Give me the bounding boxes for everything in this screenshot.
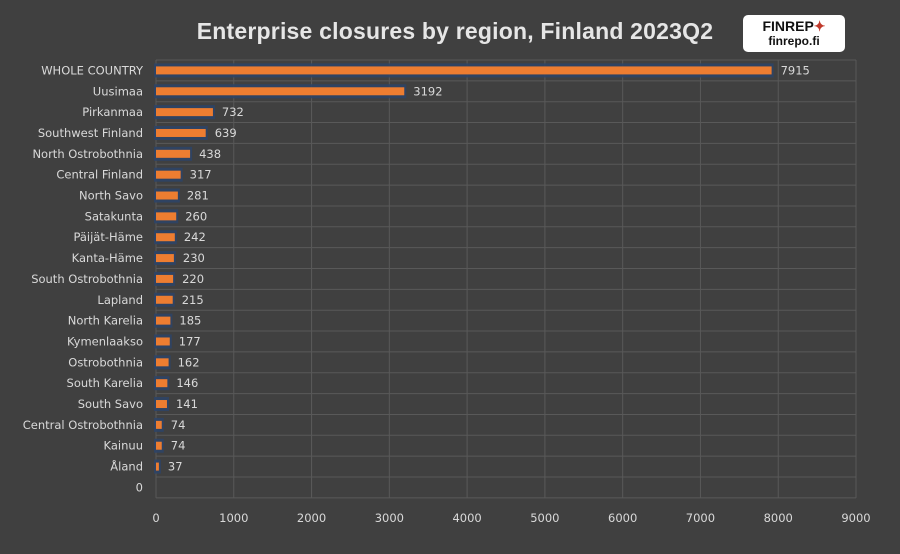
category-label: Lapland [97, 293, 143, 307]
data-label: 146 [176, 376, 198, 390]
x-tick-label: 2000 [297, 511, 326, 525]
bar [156, 212, 177, 221]
data-label: 639 [215, 126, 237, 140]
category-label: Uusimaa [93, 84, 143, 98]
data-label: 177 [179, 334, 201, 348]
bar [156, 108, 213, 117]
category-label: South Ostrobothnia [31, 272, 143, 286]
finrepo-logo: FINREP✦ finrepo.fi [743, 15, 845, 52]
category-label: North Karelia [68, 314, 143, 328]
x-tick-label: 1000 [219, 511, 248, 525]
x-tick-label: 7000 [686, 511, 715, 525]
data-label: 242 [184, 230, 206, 244]
chart-title: Enterprise closures by region, Finland 2… [196, 18, 714, 44]
data-label: 74 [171, 439, 186, 453]
category-label: Satakunta [85, 209, 143, 223]
bar [156, 400, 167, 409]
data-label: 3192 [413, 84, 442, 98]
bar [156, 274, 174, 283]
bar [156, 170, 181, 179]
bar [156, 254, 174, 263]
bar [156, 379, 168, 388]
x-tick-label: 8000 [764, 511, 793, 525]
data-label: 260 [185, 209, 207, 223]
category-label: Päijät-Häme [73, 230, 143, 244]
logo-mark-icon: ✦ [813, 18, 826, 34]
data-label: 215 [182, 293, 204, 307]
logo-url: finrepo.fi [768, 34, 820, 48]
bar [156, 441, 162, 450]
data-label: 162 [178, 355, 200, 369]
category-label: Kainuu [104, 439, 143, 453]
category-label: Kanta-Häme [72, 251, 143, 265]
data-label: 185 [179, 314, 201, 328]
bar [156, 358, 169, 367]
data-label: 230 [183, 251, 205, 265]
data-label: 74 [171, 418, 186, 432]
logo-text: FINREP [762, 18, 814, 34]
category-label: WHOLE COUNTRY [41, 63, 144, 77]
bar [156, 149, 191, 158]
bar [156, 316, 171, 325]
bar [156, 128, 206, 137]
category-label: Southwest Finland [38, 126, 143, 140]
bar [156, 295, 173, 304]
category-label: Kymenlaakso [67, 334, 143, 348]
bar [156, 337, 170, 346]
category-label: Pirkanmaa [82, 105, 143, 119]
data-label: 220 [182, 272, 204, 286]
category-label: Åland [110, 459, 143, 474]
category-label: North Ostrobothnia [32, 147, 143, 161]
category-label: Central Ostrobothnia [23, 418, 143, 432]
x-tick-label: 3000 [375, 511, 404, 525]
category-label: South Savo [78, 397, 143, 411]
data-label: 317 [190, 168, 212, 182]
category-label: Ostrobothnia [68, 355, 143, 369]
bar [156, 191, 178, 200]
data-label: 37 [168, 460, 183, 474]
data-label: 281 [187, 189, 209, 203]
bar [156, 420, 162, 429]
bar [156, 462, 159, 471]
bar [156, 233, 175, 242]
x-tick-label: 5000 [530, 511, 559, 525]
category-label: South Karelia [67, 376, 143, 390]
bar [156, 87, 405, 96]
data-label: 7915 [781, 63, 810, 77]
data-label: 141 [176, 397, 198, 411]
category-label: Central Finland [56, 168, 143, 182]
data-label: 732 [222, 105, 244, 119]
x-tick-label: 0 [152, 511, 159, 525]
data-label: 438 [199, 147, 221, 161]
x-tick-label: 9000 [841, 511, 870, 525]
bar [156, 66, 772, 75]
x-tick-label: 6000 [608, 511, 637, 525]
category-label: 0 [136, 480, 143, 494]
x-tick-label: 4000 [452, 511, 481, 525]
category-label: North Savo [79, 189, 143, 203]
